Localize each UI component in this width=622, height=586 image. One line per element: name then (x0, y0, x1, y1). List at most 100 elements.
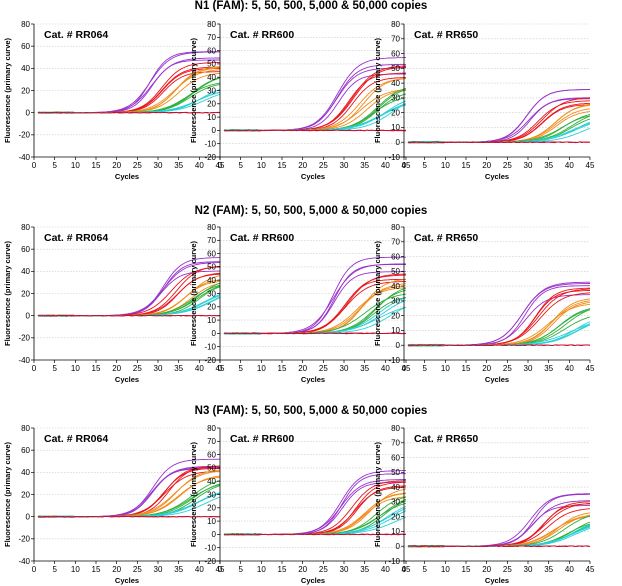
x-tick-label: 35 (360, 364, 369, 373)
x-tick-label: 25 (133, 161, 142, 170)
x-axis-title: Cycles (301, 576, 325, 585)
x-tick-label: 0 (218, 565, 223, 574)
y-tick-label: 80 (207, 223, 216, 232)
x-tick-label: 20 (112, 364, 121, 373)
y-tick-label: 10 (207, 517, 216, 526)
x-tick-label: 0 (32, 565, 37, 574)
x-tick-label: 10 (71, 161, 80, 170)
x-tick-label: 40 (565, 364, 574, 373)
y-tick-label: 20 (207, 504, 216, 513)
x-tick-label: 25 (133, 364, 142, 373)
x-axis-title: Cycles (301, 375, 325, 384)
y-tick-label: 60 (207, 46, 216, 55)
y-tick-label: 0 (212, 530, 217, 539)
y-axis-title: Fluorescence (primary curve) (3, 240, 12, 346)
y-tick-label: 0 (26, 311, 31, 320)
x-axis-title: Cycles (115, 172, 139, 181)
x-tick-label: 35 (544, 161, 553, 170)
y-tick-label: 40 (21, 64, 30, 73)
x-tick-label: 30 (154, 161, 163, 170)
x-tick-label: 15 (462, 161, 471, 170)
curve-500-copies (408, 104, 590, 144)
y-axis-title: Fluorescence (primary curve) (189, 37, 198, 143)
panel-label: Cat. # RR064 (44, 433, 108, 445)
curve-50-copies (407, 521, 590, 548)
y-tick-label: 40 (207, 73, 216, 82)
y-tick-label: 50 (391, 468, 400, 477)
x-tick-label: 40 (381, 161, 390, 170)
x-axis-title: Cycles (115, 375, 139, 384)
y-tick-label: 50 (207, 263, 216, 272)
y-tick-label: 80 (391, 20, 400, 29)
y-tick-label: 20 (207, 303, 216, 312)
x-tick-label: 0 (402, 161, 407, 170)
y-axis-title: Fluorescence (primary curve) (189, 441, 198, 547)
curve-ntc (38, 515, 220, 518)
y-tick-label: 20 (21, 490, 30, 499)
curves (37, 458, 220, 518)
x-tick-label: 20 (112, 565, 121, 574)
y-tick-label: 10 (391, 527, 400, 536)
y-axis-title: Fluorescence (primary curve) (373, 240, 382, 346)
curves (37, 51, 220, 114)
curve-ntc (223, 332, 406, 335)
x-tick-label: 5 (422, 161, 427, 170)
x-tick-label: 15 (92, 364, 101, 373)
x-tick-label: 20 (482, 565, 491, 574)
x-tick-label: 40 (381, 364, 390, 373)
x-tick-label: 20 (298, 565, 307, 574)
y-tick-label: 80 (21, 424, 30, 433)
x-axis-title: Cycles (485, 576, 509, 585)
y-tick-label: 70 (391, 238, 400, 247)
y-tick-label: 50 (391, 64, 400, 73)
curves (37, 257, 220, 317)
panel-label: Cat. # RR650 (414, 433, 478, 445)
y-tick-label: -40 (18, 356, 30, 365)
y-tick-label: -20 (204, 557, 216, 566)
y-tick-label: 0 (212, 329, 217, 338)
y-axis-title: Fluorescence (primary curve) (3, 37, 12, 143)
y-tick-label: 0 (396, 341, 401, 350)
curve-ntc (224, 129, 406, 132)
y-axis-title: Fluorescence (primary curve) (373, 37, 382, 143)
x-tick-label: 20 (482, 161, 491, 170)
row-2: N2 (FAM): 5, 50, 500, 5,000 & 50,000 cop… (3, 205, 595, 384)
x-tick-label: 25 (133, 565, 142, 574)
y-tick-label: 30 (391, 297, 400, 306)
y-tick-label: 30 (391, 498, 400, 507)
x-tick-label: 5 (52, 364, 57, 373)
x-tick-label: 35 (544, 364, 553, 373)
row-1: N1 (FAM): 5, 50, 500, 5,000 & 50,000 cop… (3, 0, 595, 181)
x-tick-label: 15 (278, 161, 287, 170)
curves (407, 281, 590, 347)
x-tick-label: 10 (71, 565, 80, 574)
curves (223, 57, 406, 132)
curve-ntc (408, 141, 590, 144)
curves (223, 470, 406, 536)
x-tick-label: 5 (52, 565, 57, 574)
row-title: N2 (FAM): 5, 50, 500, 5,000 & 50,000 cop… (195, 205, 428, 217)
curve-ntc (408, 545, 590, 548)
x-tick-label: 15 (92, 565, 101, 574)
x-tick-label: 45 (216, 565, 225, 574)
y-tick-label: 60 (207, 249, 216, 258)
x-tick-label: 30 (340, 161, 349, 170)
x-tick-label: 30 (154, 364, 163, 373)
panel-label: Cat. # RR600 (230, 433, 294, 445)
x-tick-label: 35 (360, 565, 369, 574)
panel-label: Cat. # RR600 (230, 29, 294, 41)
y-tick-label: -10 (204, 544, 216, 553)
panel-label: Cat. # RR650 (414, 232, 478, 244)
y-tick-label: -10 (388, 153, 400, 162)
x-tick-label: 10 (441, 161, 450, 170)
x-tick-label: 20 (112, 161, 121, 170)
y-axis-title: Fluorescence (primary curve) (3, 441, 12, 547)
y-tick-label: 10 (391, 123, 400, 132)
x-tick-label: 40 (195, 565, 204, 574)
y-tick-label: 70 (391, 439, 400, 448)
x-tick-label: 45 (586, 565, 595, 574)
panel-label: Cat. # RR650 (414, 29, 478, 41)
x-tick-label: 30 (524, 565, 533, 574)
